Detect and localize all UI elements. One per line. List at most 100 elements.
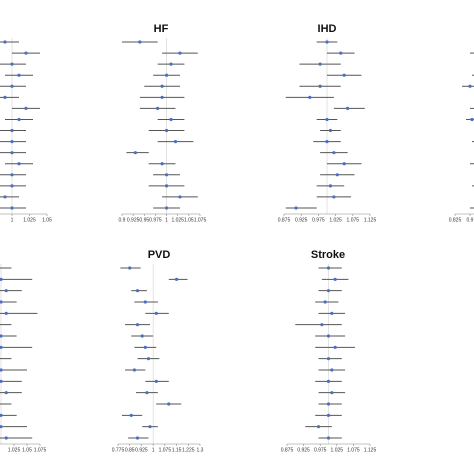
x-tick-label: 1.05 [42,217,52,223]
point-estimate [143,300,147,304]
point-estimate [333,345,337,349]
x-tick-label: 1.075 [347,217,360,223]
panel-title: PVD [148,249,171,261]
point-estimate [132,368,136,372]
point-estimate [164,206,169,210]
point-estimate [325,140,329,144]
point-estimate [10,140,14,144]
point-estimate [326,379,331,383]
point-estimate [160,95,164,99]
x-tick-label: 0.975 [314,447,327,453]
point-estimate [328,128,333,133]
x-tick-label: 0.85 [125,447,135,453]
point-estimate [3,195,7,199]
point-estimate [346,106,350,110]
point-estimate [10,184,14,188]
point-estimate [143,345,147,349]
point-estimate [24,106,28,110]
point-estimate [468,84,472,88]
point-estimate [17,117,21,122]
x-tick-label: 1.15 [172,447,182,453]
point-estimate [173,140,178,144]
point-estimate [138,40,142,44]
x-tick-label: 0.95 [139,217,149,223]
point-estimate [154,311,158,315]
x-tick-label: 1.05 [184,217,194,223]
point-estimate [326,266,331,270]
point-estimate [146,357,151,361]
point-estimate [4,311,8,315]
point-estimate [325,117,329,122]
x-tick-label: 0.925 [295,217,308,223]
x-tick-label: 1.075 [194,217,207,223]
point-estimate [135,436,140,440]
x-tick-label: 1.025 [329,217,342,223]
point-estimate [330,368,334,372]
panel-title: IHD [318,23,337,35]
point-estimate [133,151,137,155]
point-estimate [164,128,169,133]
x-tick-label: 0.925 [135,447,148,453]
panel-title: HF [154,23,169,35]
point-estimate [326,402,331,406]
x-tick-label: 1.125 [364,447,377,453]
x-tick-label: 0.925 [297,447,310,453]
point-estimate [164,184,169,188]
point-estimate [0,334,3,338]
point-estimate [320,323,324,327]
point-estimate [326,413,331,417]
x-tick-label: 1.05 [22,447,32,453]
point-estimate [24,51,28,55]
point-estimate [0,379,3,383]
point-estimate [4,289,8,293]
x-tick-label: 0.9 [119,217,126,223]
x-tick-label: 0.875 [281,447,294,453]
point-estimate [178,51,182,55]
point-estimate [10,84,14,88]
x-tick-label: 1.025 [171,217,184,223]
point-estimate [0,413,3,417]
x-tick-label: 1.025 [8,447,21,453]
point-estimate [10,151,14,155]
point-estimate [318,62,322,66]
x-tick-label: 0.875 [278,217,291,223]
point-estimate [326,289,331,293]
point-estimate [332,195,336,199]
point-estimate [160,84,164,88]
point-estimate [325,40,329,44]
point-estimate [148,425,152,429]
point-estimate [342,162,346,166]
point-estimate [3,40,7,44]
point-estimate [294,206,298,210]
x-tick-label: 1 [165,217,168,223]
x-tick-label: 1.075 [34,447,47,453]
point-estimate [10,173,14,177]
point-estimate [323,300,327,304]
point-estimate [316,425,321,429]
x-tick-label: 1.025 [23,217,36,223]
x-tick-label: 1.075 [347,447,360,453]
point-estimate [4,436,8,440]
point-estimate [332,151,336,155]
point-estimate [10,206,14,210]
point-estimate [326,334,331,338]
x-tick-label: 1.125 [364,217,377,223]
point-estimate [178,195,182,199]
point-estimate [156,106,160,110]
x-tick-label: 1.3 [197,447,204,453]
point-estimate [318,84,322,88]
point-estimate [0,300,3,304]
point-estimate [154,379,158,383]
x-tick-label: 0.9 [467,217,474,223]
point-estimate [135,323,140,327]
point-estimate [145,391,149,395]
point-estimate [330,391,334,395]
x-tick-label: 1.075 [159,447,172,453]
point-estimate [169,62,173,66]
point-estimate [17,162,21,166]
point-estimate [164,173,169,177]
point-estimate [4,391,8,395]
point-estimate [160,162,164,166]
point-estimate [342,73,346,77]
